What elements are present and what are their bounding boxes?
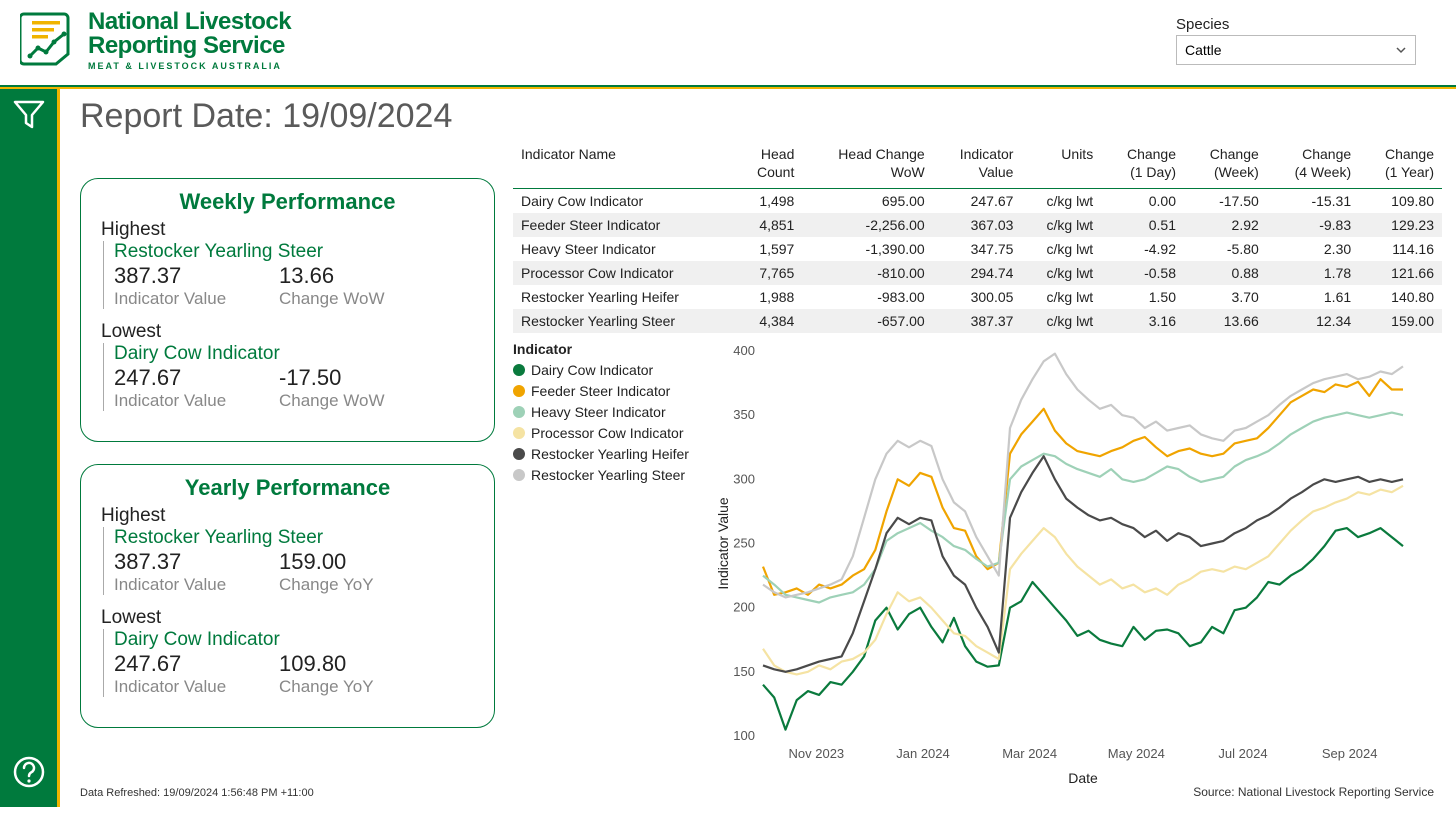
svg-text:400: 400: [733, 343, 755, 358]
report-date: Report Date: 19/09/2024: [80, 97, 1442, 136]
chart-legend: Indicator Dairy Cow Indicator Feeder Stee…: [513, 341, 713, 796]
svg-text:Mar 2024: Mar 2024: [1002, 746, 1057, 761]
species-value: Cattle: [1185, 42, 1222, 58]
data-column: Indicator NameHeadHead ChangeIndicatorUn…: [513, 140, 1442, 796]
yearly-highest-label: Highest: [101, 505, 474, 527]
species-select[interactable]: Cattle: [1176, 35, 1416, 65]
yearly-performance-card: Yearly Performance Highest Restocker Yea…: [80, 464, 495, 728]
table-row[interactable]: Restocker Yearling Steer4,384-657.00387.…: [513, 309, 1442, 333]
svg-text:Date: Date: [1068, 770, 1098, 786]
yearly-lowest-change: 109.80: [279, 651, 444, 677]
table-row[interactable]: Processor Cow Indicator7,765-810.00294.7…: [513, 261, 1442, 285]
legend-title: Indicator: [513, 341, 713, 357]
col-header[interactable]: Units: [1021, 140, 1101, 164]
yearly-title: Yearly Performance: [101, 475, 474, 501]
weekly-performance-card: Weekly Performance Highest Restocker Yea…: [80, 178, 495, 442]
legend-item[interactable]: Heavy Steer Indicator: [513, 404, 713, 420]
yearly-lowest-value: 247.67: [114, 651, 279, 677]
table-row[interactable]: Heavy Steer Indicator1,597-1,390.00347.7…: [513, 237, 1442, 261]
brand-logo: National Livestock Reporting Service MEA…: [20, 10, 291, 71]
weekly-highest-name: Restocker Yearling Steer: [103, 241, 474, 263]
data-refreshed: Data Refreshed: 19/09/2024 1:56:48 PM +1…: [80, 787, 314, 799]
indicator-table[interactable]: Indicator NameHeadHead ChangeIndicatorUn…: [513, 140, 1442, 333]
weekly-lowest-change: -17.50: [279, 365, 444, 391]
col-header[interactable]: Change: [1359, 140, 1442, 164]
weekly-highest-label: Highest: [101, 219, 474, 241]
col-header[interactable]: Indicator: [933, 140, 1022, 164]
yearly-highest-name: Restocker Yearling Steer: [103, 527, 474, 549]
species-label: Species: [1176, 16, 1416, 33]
svg-text:May 2024: May 2024: [1108, 746, 1165, 761]
svg-text:150: 150: [733, 664, 755, 679]
svg-text:100: 100: [733, 728, 755, 743]
yearly-lowest-label: Lowest: [101, 607, 474, 629]
legend-item[interactable]: Restocker Yearling Steer: [513, 467, 713, 483]
indicator-chart[interactable]: 100 150 200 250 300 350 400 Nov 2023 Jan 2024 Mar…: [713, 341, 1442, 796]
summary-column: Weekly Performance Highest Restocker Yea…: [80, 140, 495, 796]
yearly-highest-value: 387.37: [114, 549, 279, 575]
svg-text:250: 250: [733, 536, 755, 551]
legend-item[interactable]: Processor Cow Indicator: [513, 425, 713, 441]
brand-line2: Reporting Service: [88, 34, 291, 58]
brand-sub: MEAT & LIVESTOCK AUSTRALIA: [88, 62, 291, 71]
help-icon[interactable]: [12, 755, 46, 789]
svg-text:Indicator Value: Indicator Value: [715, 497, 731, 590]
svg-text:Sep 2024: Sep 2024: [1322, 746, 1378, 761]
weekly-highest-change: 13.66: [279, 263, 444, 289]
yearly-lowest-name: Dairy Cow Indicator: [103, 629, 474, 651]
svg-text:Nov 2023: Nov 2023: [789, 746, 845, 761]
weekly-lowest-value: 247.67: [114, 365, 279, 391]
table-row[interactable]: Feeder Steer Indicator4,851-2,256.00367.…: [513, 213, 1442, 237]
chevron-down-icon: [1395, 44, 1407, 56]
legend-item[interactable]: Dairy Cow Indicator: [513, 362, 713, 378]
legend-item[interactable]: Restocker Yearling Heifer: [513, 446, 713, 462]
table-row[interactable]: Restocker Yearling Heifer1,988-983.00300…: [513, 285, 1442, 309]
col-header[interactable]: Change: [1184, 140, 1267, 164]
main: Report Date: 19/09/2024 Weekly Performan…: [66, 89, 1456, 813]
data-source: Source: National Livestock Reporting Ser…: [1193, 785, 1434, 799]
svg-text:Jul 2024: Jul 2024: [1218, 746, 1267, 761]
yearly-highest-change: 159.00: [279, 549, 444, 575]
species-filter: Species Cattle: [1176, 16, 1416, 65]
header: National Livestock Reporting Service MEA…: [0, 0, 1456, 85]
filter-icon[interactable]: [12, 97, 46, 131]
col-header[interactable]: Change: [1267, 140, 1359, 164]
col-header[interactable]: Change: [1101, 140, 1184, 164]
weekly-lowest-label: Lowest: [101, 321, 474, 343]
weekly-lowest-name: Dairy Cow Indicator: [103, 343, 474, 365]
weekly-title: Weekly Performance: [101, 189, 474, 215]
col-header[interactable]: Indicator Name: [513, 140, 734, 164]
svg-text:Jan 2024: Jan 2024: [896, 746, 950, 761]
logo-icon: [20, 10, 76, 66]
legend-item[interactable]: Feeder Steer Indicator: [513, 383, 713, 399]
col-header[interactable]: Head: [734, 140, 802, 164]
brand-line1: National Livestock: [88, 10, 291, 34]
left-rail: [0, 89, 60, 807]
weekly-highest-value: 387.37: [114, 263, 279, 289]
svg-text:200: 200: [733, 600, 755, 615]
col-header[interactable]: Head Change: [802, 140, 932, 164]
svg-text:300: 300: [733, 471, 755, 486]
svg-text:350: 350: [733, 407, 755, 422]
table-row[interactable]: Dairy Cow Indicator1,498695.00247.67c/kg…: [513, 189, 1442, 214]
